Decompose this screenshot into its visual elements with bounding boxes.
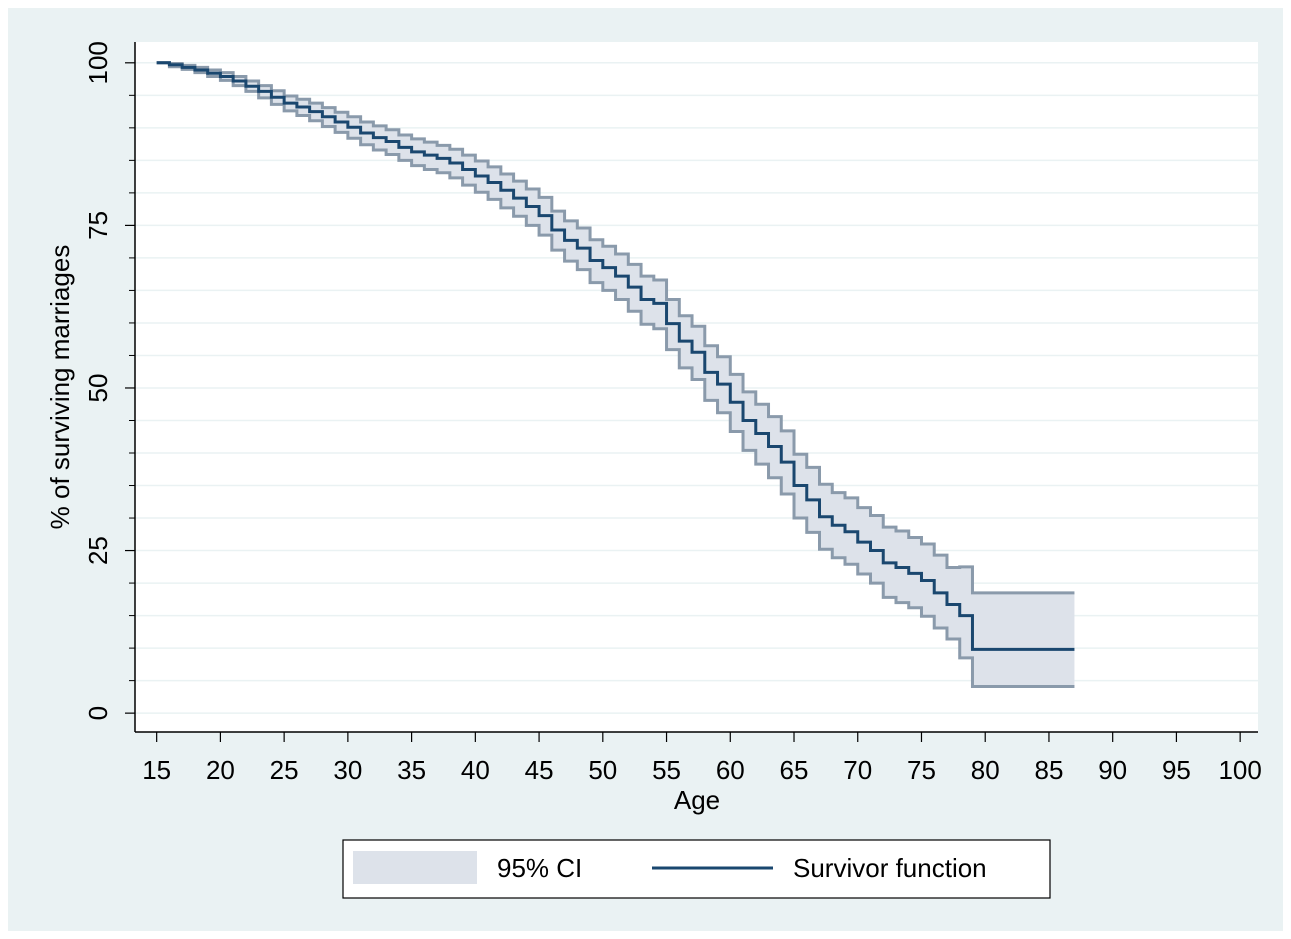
- axes: 0 25 50 75 100 15 20 25 30 35 40 45 50 55 60 65 70 75 80 85…: [83, 41, 1262, 785]
- survivor-line: [156, 61, 1075, 651]
- x-tick-label: 90: [1098, 755, 1127, 785]
- x-tick-label: 60: [716, 755, 745, 785]
- y-tick-label: 50: [83, 374, 113, 403]
- x-tick-label: 70: [843, 755, 872, 785]
- x-tick-label: 55: [652, 755, 681, 785]
- legend-label: Survivor function: [793, 853, 987, 883]
- grid: [135, 62, 1258, 714]
- y-axis-title: % of surviving marriages: [45, 245, 75, 530]
- legend-label: 95% CI: [497, 853, 582, 883]
- y-tick-label: 25: [83, 536, 113, 565]
- x-tick-label: 35: [397, 755, 426, 785]
- x-axis-title: Age: [674, 785, 720, 815]
- y-tick-label: 75: [83, 211, 113, 240]
- x-tick-label: 30: [333, 755, 362, 785]
- x-tick-label: 85: [1034, 755, 1063, 785]
- x-tick-label: 75: [907, 755, 936, 785]
- x-tick-label: 65: [780, 755, 809, 785]
- x-tick-label: 95: [1162, 755, 1191, 785]
- y-tick-label: 0: [83, 706, 113, 720]
- x-tick-label: 100: [1218, 755, 1261, 785]
- ci-lower: [156, 61, 1075, 688]
- plot-region: [135, 42, 1258, 732]
- x-tick-label: 20: [206, 755, 235, 785]
- x-tick-label: 25: [270, 755, 299, 785]
- x-tick-label: 80: [971, 755, 1000, 785]
- y-tick-label: 100: [83, 41, 113, 84]
- legend: 95% CI Survivor function: [342, 839, 1051, 899]
- ci-upper: [156, 61, 1075, 595]
- x-tick-label: 40: [461, 755, 490, 785]
- marks: [156, 61, 1075, 688]
- legend-swatch: [353, 851, 477, 884]
- x-tick-label: 15: [142, 755, 171, 785]
- x-tick-label: 45: [525, 755, 554, 785]
- x-tick-label: 50: [588, 755, 617, 785]
